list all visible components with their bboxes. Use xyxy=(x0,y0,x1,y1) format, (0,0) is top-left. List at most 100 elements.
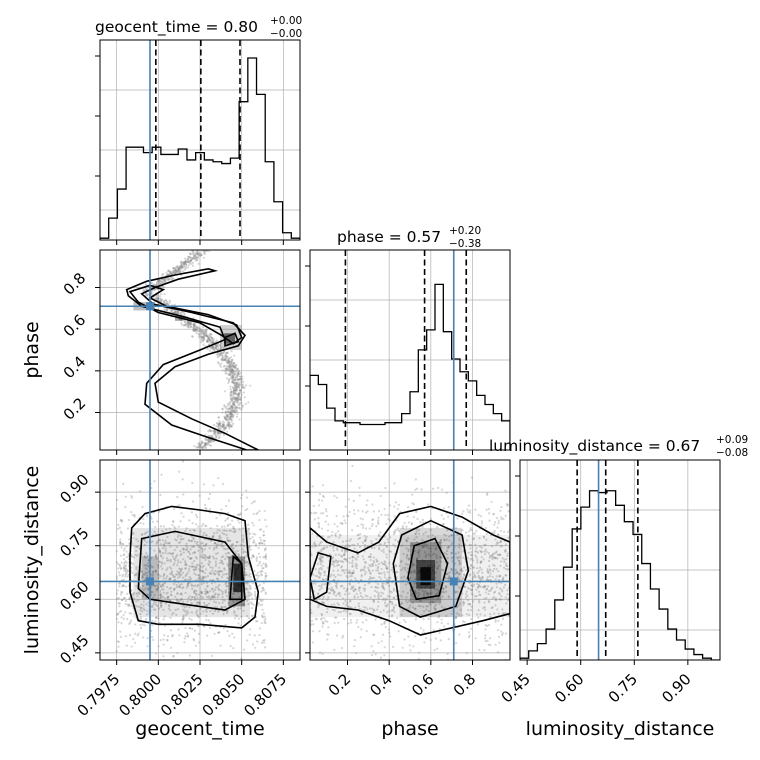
sample-point-1-0-887 xyxy=(189,252,192,256)
sample-point-2-0-519 xyxy=(204,558,207,561)
sample-point-1-0-643 xyxy=(172,270,175,273)
sample-point-1-0-1211 xyxy=(178,270,181,274)
sample-point-1-0-166 xyxy=(184,261,187,264)
sample-point-1-0-459 xyxy=(168,270,171,273)
sample-point-2-1-723 xyxy=(369,555,372,559)
sample-point-1-0-490 xyxy=(179,267,182,270)
sample-point-2-1-496 xyxy=(337,621,340,624)
sample-point-2-1-262 xyxy=(500,560,503,563)
sample-point-2-0-1247 xyxy=(179,520,182,523)
sample-point-1-0-1138 xyxy=(215,344,218,347)
sample-point-2-0-1552 xyxy=(189,529,192,532)
sample-point-2-1-142 xyxy=(343,519,346,522)
sample-point-2-1-1202 xyxy=(477,616,480,619)
sample-point-1-0-229 xyxy=(226,404,229,408)
sample-point-2-0-743 xyxy=(187,611,190,614)
sample-point-2-1-1491 xyxy=(479,560,483,563)
sample-point-2-1-614 xyxy=(406,563,409,566)
sample-point-1-0-711 xyxy=(231,410,234,413)
sample-point-2-1-1030 xyxy=(507,510,510,513)
sample-point-2-1-959 xyxy=(489,615,492,619)
sample-point-2-0-99 xyxy=(204,506,207,510)
sample-point-2-0-570 xyxy=(194,565,197,569)
sample-point-2-1-1192 xyxy=(343,558,346,561)
sample-point-1-0-1350 xyxy=(216,430,219,434)
sample-point-2-0-1404 xyxy=(258,583,261,586)
sample-point-1-0-827 xyxy=(208,335,212,338)
sample-point-2-1-155 xyxy=(468,603,471,606)
sample-point-2-0-178 xyxy=(219,644,222,647)
sample-point-2-0-315 xyxy=(196,609,199,612)
sample-point-1-0-149 xyxy=(233,383,236,387)
sample-point-1-0-573 xyxy=(165,271,168,274)
sample-point-1-0-769 xyxy=(171,308,174,312)
sample-point-2-0-1020 xyxy=(218,574,221,577)
sample-point-1-0-1020 xyxy=(238,401,242,404)
sample-point-2-1-1649 xyxy=(433,648,436,652)
sample-point-2-1-8 xyxy=(353,512,356,515)
sample-point-1-0-12 xyxy=(233,362,236,365)
sample-point-2-0-1204 xyxy=(246,588,249,591)
sample-point-2-0-1496 xyxy=(179,561,182,564)
sample-point-1-0-80 xyxy=(228,413,231,416)
sample-point-1-0-473 xyxy=(207,441,210,444)
sample-point-2-0-932 xyxy=(227,523,230,526)
sample-point-1-0-818 xyxy=(225,351,228,354)
sample-point-1-0-686 xyxy=(200,330,204,333)
sample-point-1-0-1224 xyxy=(188,320,191,324)
sample-point-2-0-1269 xyxy=(186,632,189,635)
sample-point-2-0-776 xyxy=(162,591,165,594)
sample-point-2-0-1261 xyxy=(199,530,202,533)
sample-point-2-1-1538 xyxy=(323,571,326,574)
sample-point-2-1-1555 xyxy=(311,630,315,633)
sample-point-2-1-216 xyxy=(351,559,354,562)
sample-point-2-1-282 xyxy=(339,560,342,563)
sample-point-2-0-753 xyxy=(250,614,254,617)
sample-point-2-1-213 xyxy=(479,578,482,581)
sample-point-1-0-1246 xyxy=(189,325,192,328)
sample-point-1-0-865 xyxy=(174,310,177,313)
sample-point-1-0-433 xyxy=(247,401,250,404)
sample-point-2-0-876 xyxy=(264,562,267,565)
title-phase: phase = 0.57 xyxy=(337,228,441,246)
sample-point-2-0-1243 xyxy=(146,564,149,567)
sample-point-1-0-1251 xyxy=(155,283,158,286)
sample-point-2-1-437 xyxy=(469,547,472,550)
sample-point-2-1-1018 xyxy=(482,558,485,561)
sample-point-1-0-236 xyxy=(218,423,221,426)
sample-point-2-0-1229 xyxy=(172,582,175,586)
sample-point-2-1-319 xyxy=(378,575,381,579)
sample-point-2-0-850 xyxy=(126,527,130,530)
sample-point-2-0-1224 xyxy=(242,545,245,548)
sample-point-2-1-1418 xyxy=(475,529,478,533)
sample-point-1-0-1308 xyxy=(197,442,201,445)
sample-point-2-0-380 xyxy=(244,582,247,585)
sample-point-2-1-130 xyxy=(479,561,482,564)
sample-point-1-0-1332 xyxy=(234,385,237,389)
sample-point-1-0-336 xyxy=(237,403,240,407)
sample-point-1-0-747 xyxy=(205,334,209,338)
sample-point-2-1-45 xyxy=(505,502,508,506)
sample-point-2-0-1169 xyxy=(209,610,212,613)
sample-point-2-1-711 xyxy=(380,572,383,575)
sample-point-2-0-428 xyxy=(193,569,196,572)
sample-point-2-0-370 xyxy=(139,612,142,616)
sample-point-2-1-1476 xyxy=(409,604,412,607)
sample-point-2-1-1464 xyxy=(469,558,472,561)
sample-point-2-0-752 xyxy=(229,556,232,559)
sample-point-2-0-274 xyxy=(193,629,196,632)
sample-point-2-0-532 xyxy=(231,592,235,595)
sample-point-2-0-940 xyxy=(143,543,147,547)
sample-point-2-0-1502 xyxy=(215,543,219,546)
sample-point-2-0-1323 xyxy=(161,595,165,598)
sample-point-1-0-719 xyxy=(205,340,209,344)
sample-point-2-1-54 xyxy=(318,543,321,546)
sample-point-2-1-1331 xyxy=(380,567,383,571)
sample-point-2-1-188 xyxy=(330,586,334,589)
sample-point-2-1-977 xyxy=(413,571,417,574)
sample-point-2-1-598 xyxy=(450,551,453,555)
sample-point-2-0-599 xyxy=(179,568,182,571)
sample-point-2-0-1519 xyxy=(146,593,149,596)
sample-point-2-0-1278 xyxy=(143,555,146,559)
sample-point-2-1-1697 xyxy=(407,505,410,509)
